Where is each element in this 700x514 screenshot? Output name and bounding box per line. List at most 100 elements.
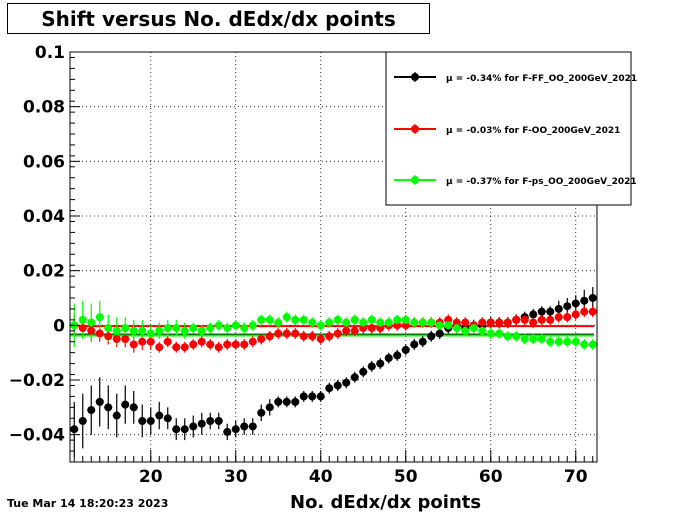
data-point	[197, 419, 206, 428]
data-point	[95, 397, 104, 406]
data-point	[163, 324, 172, 333]
data-point	[248, 337, 257, 346]
data-point	[231, 425, 240, 434]
data-point	[121, 400, 130, 409]
y-tick-label: 0.02	[23, 262, 65, 282]
y-tick-label: 0	[53, 316, 65, 336]
data-point	[427, 332, 436, 341]
data-point	[401, 315, 410, 324]
data-point	[410, 318, 419, 327]
data-point	[112, 335, 121, 343]
data-point	[503, 332, 512, 341]
data-point	[180, 425, 189, 434]
x-tick-label: 70	[564, 467, 588, 487]
data-point	[316, 321, 325, 330]
data-point	[282, 313, 291, 322]
x-tick-label: 50	[394, 467, 418, 487]
data-point	[257, 335, 266, 343]
data-point	[121, 335, 130, 343]
data-point	[223, 324, 232, 333]
data-point	[206, 417, 215, 425]
data-point	[350, 315, 359, 324]
data-point	[240, 340, 249, 349]
data-point	[78, 417, 87, 425]
legend-label: μ = -0.37% for F-ps_OO_200GeV_2021	[446, 177, 637, 187]
data-point	[384, 318, 393, 327]
data-point	[308, 332, 317, 341]
data-point	[393, 351, 402, 360]
data-point	[172, 343, 181, 352]
data-point	[529, 318, 538, 327]
data-point	[359, 318, 368, 327]
data-point	[444, 321, 453, 330]
data-point	[78, 324, 87, 333]
data-point	[418, 337, 427, 346]
data-point	[520, 335, 529, 343]
data-point	[155, 326, 164, 335]
data-point	[537, 307, 546, 316]
data-point	[291, 329, 300, 338]
data-point	[367, 362, 376, 371]
data-point	[112, 326, 121, 335]
data-point	[146, 329, 155, 338]
data-point	[554, 304, 563, 313]
data-point	[333, 315, 342, 324]
data-point	[563, 313, 572, 322]
data-point	[172, 324, 181, 333]
data-point	[274, 397, 283, 406]
data-point	[316, 335, 325, 343]
data-point	[512, 332, 521, 341]
data-point	[299, 392, 308, 401]
legend: μ = -0.34% for F-FF_OO_200GeV_2021 μ = -0…	[385, 51, 637, 206]
data-point	[325, 384, 334, 393]
data-point	[537, 335, 546, 343]
data-point	[571, 299, 580, 308]
data-point	[461, 326, 470, 335]
data-point	[291, 315, 300, 324]
data-point	[138, 337, 147, 346]
data-point	[299, 332, 308, 341]
data-point	[435, 321, 444, 330]
data-point	[367, 315, 376, 324]
data-point	[231, 340, 240, 349]
legend-marker	[411, 176, 419, 184]
data-point	[104, 403, 113, 412]
legend-marker	[411, 125, 419, 133]
data-point	[87, 406, 96, 415]
tick-labels: −0.04 −0.02 0 0.02 0.04 0.06 0.08 0.1 20 30 40 50 60…	[9, 43, 588, 487]
data-point	[384, 354, 393, 363]
data-point	[418, 318, 427, 327]
data-point	[554, 313, 563, 322]
data-point	[563, 337, 572, 346]
data-point	[435, 329, 444, 338]
data-point	[529, 335, 538, 343]
legend-label: μ = -0.03% for F-OO_200GeV_2021	[446, 126, 620, 136]
data-point	[172, 425, 181, 434]
data-point	[129, 340, 138, 349]
data-points	[70, 294, 597, 436]
data-point	[486, 318, 495, 327]
data-point	[350, 326, 359, 335]
data-point	[138, 326, 147, 335]
data-point	[359, 367, 368, 376]
axes	[69, 51, 598, 463]
data-point	[104, 324, 113, 333]
plot-frame	[69, 51, 598, 463]
data-point	[537, 315, 546, 324]
y-tick-label: −0.02	[9, 371, 65, 391]
data-point	[461, 318, 470, 327]
data-point	[206, 324, 215, 333]
data-point	[180, 343, 189, 352]
data-point	[401, 345, 410, 354]
data-point	[503, 318, 512, 327]
data-point	[580, 340, 589, 349]
data-point	[231, 321, 240, 330]
data-point	[325, 332, 334, 341]
data-point	[189, 340, 198, 349]
data-point	[146, 337, 155, 346]
data-point	[223, 427, 232, 436]
data-point	[180, 326, 189, 335]
data-point	[376, 318, 385, 327]
data-point	[512, 315, 521, 324]
